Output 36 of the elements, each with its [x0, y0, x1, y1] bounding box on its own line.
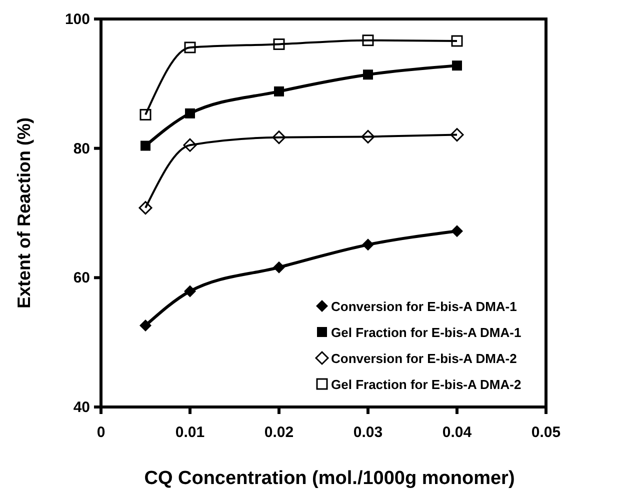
- point: [140, 140, 150, 151]
- point: [451, 35, 463, 47]
- point: [362, 238, 374, 251]
- x-tick-label: 0.04: [442, 424, 472, 441]
- x-tick-label: 0.05: [531, 424, 561, 441]
- point: [450, 128, 464, 142]
- y-tick-label: 100: [64, 11, 90, 28]
- x-axis-title: CQ Concentration (mol./1000g monomer): [144, 468, 515, 489]
- point: [273, 261, 285, 274]
- point: [140, 320, 152, 332]
- point: [273, 38, 285, 50]
- point: [452, 60, 462, 71]
- legend-label: Conversion for E-bis-A DMA-1: [331, 299, 517, 314]
- x-tick-label: 0.01: [175, 424, 205, 441]
- point: [138, 201, 152, 215]
- y-tick-label: 80: [73, 140, 90, 158]
- point: [362, 34, 374, 46]
- y-axis-title: Extent of Reaction (%): [14, 117, 34, 309]
- legend-label: Gel Fraction for E-bis-A DMA-1: [331, 325, 522, 340]
- point: [272, 130, 286, 144]
- x-tick-label: 0.03: [353, 424, 383, 441]
- point: [274, 86, 284, 96]
- point: [361, 130, 375, 144]
- y-tick-label: 40: [73, 399, 90, 416]
- point: [363, 70, 373, 80]
- point: [184, 285, 196, 298]
- x-tick-label: 0.02: [264, 424, 294, 441]
- legend-label: Gel Fraction for E-bis-A DMA-2: [331, 377, 522, 392]
- point: [140, 108, 152, 120]
- legend-label: Conversion for E-bis-A DMA-2: [331, 351, 517, 366]
- point: [183, 138, 197, 152]
- point: [185, 108, 195, 118]
- x-tick-label: 0: [96, 424, 106, 441]
- point: [451, 225, 463, 238]
- y-tick-label: 60: [73, 270, 90, 287]
- point: [184, 42, 196, 54]
